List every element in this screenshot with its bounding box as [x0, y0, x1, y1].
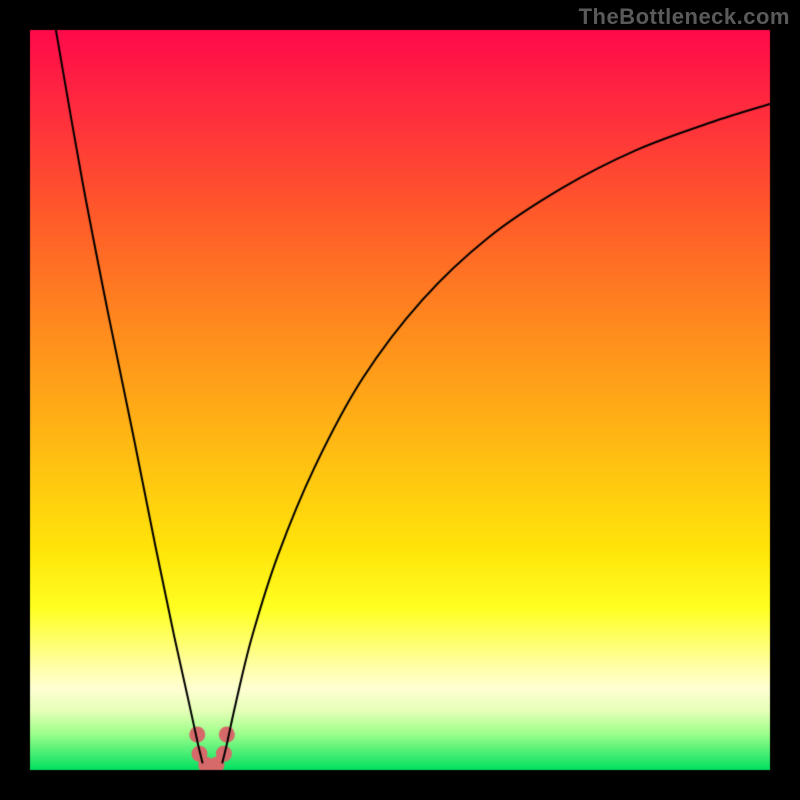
figure-root: TheBottleneck.com [0, 0, 800, 800]
bottleneck-curve-chart [0, 0, 800, 800]
watermark-text: TheBottleneck.com [579, 4, 790, 30]
